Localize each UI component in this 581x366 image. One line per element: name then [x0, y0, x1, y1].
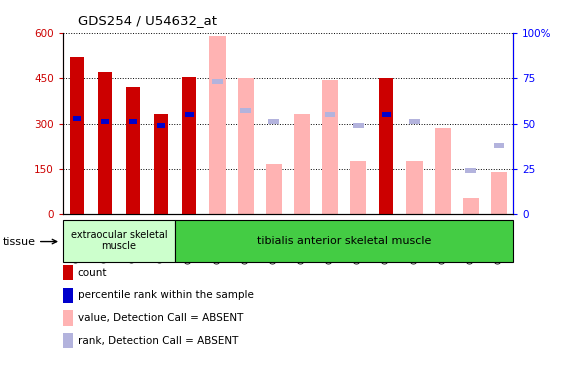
Text: extraocular skeletal
muscle: extraocular skeletal muscle: [71, 230, 167, 251]
Bar: [70, 57, 84, 214]
Bar: [238, 78, 254, 214]
Bar: [175, 220, 513, 262]
Text: tissue: tissue: [3, 237, 36, 247]
Bar: [129, 119, 137, 124]
Bar: [465, 168, 476, 173]
Bar: [241, 108, 251, 113]
Text: value, Detection Call = ABSENT: value, Detection Call = ABSENT: [78, 313, 243, 323]
Bar: [185, 112, 193, 117]
Bar: [322, 80, 338, 214]
Bar: [435, 128, 451, 214]
Bar: [73, 116, 81, 120]
Bar: [126, 87, 140, 214]
Text: count: count: [78, 268, 107, 278]
Text: percentile rank within the sample: percentile rank within the sample: [78, 290, 254, 300]
Bar: [154, 115, 168, 214]
Text: rank, Detection Call = ABSENT: rank, Detection Call = ABSENT: [78, 336, 238, 346]
Bar: [382, 112, 390, 117]
Text: GDS254 / U54632_at: GDS254 / U54632_at: [78, 14, 217, 27]
Bar: [353, 123, 364, 128]
Bar: [462, 198, 479, 214]
Bar: [268, 119, 279, 124]
Bar: [157, 123, 166, 128]
Bar: [98, 72, 112, 214]
Bar: [294, 115, 310, 214]
Bar: [63, 220, 175, 262]
Bar: [182, 77, 196, 214]
Bar: [491, 172, 507, 214]
Bar: [325, 112, 335, 117]
Bar: [406, 161, 423, 214]
Bar: [101, 119, 109, 124]
Bar: [350, 161, 367, 214]
Bar: [379, 78, 393, 214]
Bar: [266, 164, 282, 214]
Text: tibialis anterior skeletal muscle: tibialis anterior skeletal muscle: [257, 236, 431, 246]
Bar: [209, 36, 225, 214]
Bar: [212, 79, 223, 84]
Bar: [409, 119, 420, 124]
Bar: [494, 143, 504, 148]
